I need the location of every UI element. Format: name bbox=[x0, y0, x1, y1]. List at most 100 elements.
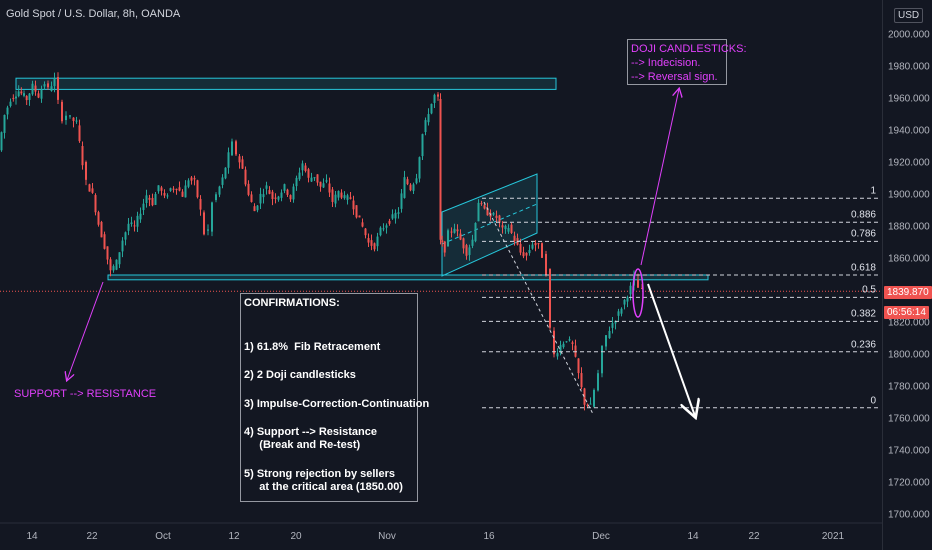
candle-body bbox=[501, 225, 504, 228]
candle-body bbox=[322, 183, 325, 188]
candle-body bbox=[364, 228, 367, 236]
candle-body bbox=[221, 177, 224, 185]
x-tick-label: Oct bbox=[155, 531, 171, 542]
candle-body bbox=[337, 190, 340, 198]
candle-body bbox=[400, 193, 403, 209]
y-tick-label: 1780.000 bbox=[888, 381, 930, 393]
candle-body bbox=[241, 159, 244, 169]
y-tick-label: 1860.000 bbox=[888, 253, 930, 265]
candle-body bbox=[620, 308, 623, 314]
candle-body bbox=[3, 114, 6, 133]
candle-body bbox=[256, 205, 259, 211]
candle-body bbox=[298, 172, 301, 180]
candle-body bbox=[418, 157, 421, 179]
y-tick-label: 1760.000 bbox=[888, 413, 930, 425]
y-tick-label: 1740.000 bbox=[888, 445, 930, 457]
candle-body bbox=[295, 177, 298, 187]
candle-body bbox=[184, 185, 187, 198]
candle-body bbox=[403, 177, 406, 198]
currency-label[interactable]: USD bbox=[894, 8, 924, 23]
candle-body bbox=[61, 101, 63, 122]
candle-body bbox=[534, 243, 537, 246]
candle-body bbox=[211, 202, 213, 232]
candle-body bbox=[40, 89, 43, 99]
candle-body bbox=[504, 225, 507, 230]
candle-body bbox=[349, 197, 352, 199]
candle-body bbox=[379, 227, 382, 236]
fib-level-label: 0.786 bbox=[850, 228, 876, 240]
candle-body bbox=[571, 342, 574, 344]
candle-body bbox=[166, 195, 169, 197]
candle-body bbox=[145, 195, 148, 203]
fib-level-label: 0.886 bbox=[850, 209, 876, 221]
candle-body bbox=[148, 197, 151, 200]
candle-body bbox=[169, 188, 172, 191]
candle-body bbox=[301, 163, 304, 171]
candle-body bbox=[331, 189, 334, 202]
candle-body bbox=[28, 93, 31, 100]
candle-body bbox=[439, 99, 442, 240]
candle-body bbox=[259, 193, 262, 204]
candle-body bbox=[437, 94, 439, 97]
candle-body bbox=[537, 243, 540, 245]
candle-body bbox=[307, 169, 310, 178]
x-tick-label: 2021 bbox=[821, 531, 845, 542]
doji-note-line2: --> Indecision. bbox=[631, 57, 701, 69]
confirmations-heading: CONFIRMATIONS: bbox=[244, 297, 340, 309]
parallel-channel bbox=[441, 173, 538, 277]
candle-body bbox=[608, 330, 611, 339]
candle-body bbox=[154, 194, 157, 205]
candle-body bbox=[629, 285, 632, 295]
candle-body bbox=[94, 195, 97, 213]
candle-body bbox=[553, 330, 555, 355]
candle-body bbox=[385, 225, 388, 228]
candle-body bbox=[340, 192, 343, 198]
candle-body bbox=[593, 389, 595, 407]
candle-body bbox=[289, 195, 292, 200]
candle-body bbox=[31, 83, 34, 95]
candle-body bbox=[528, 250, 531, 254]
candle-body bbox=[370, 240, 373, 246]
candle-body bbox=[181, 191, 184, 197]
candle-body bbox=[190, 177, 193, 181]
candle-body bbox=[75, 120, 78, 122]
candle-body bbox=[367, 238, 370, 243]
candle-body bbox=[498, 215, 501, 223]
x-tick-label: 14 bbox=[687, 531, 699, 542]
candle-body bbox=[218, 186, 221, 195]
candle-body bbox=[433, 94, 436, 103]
candle-body bbox=[358, 215, 361, 218]
candle-body bbox=[525, 252, 528, 256]
doji-arrow bbox=[640, 89, 679, 266]
doji-note: DOJI CANDLESTICKS: --> Indecision. --> R… bbox=[627, 39, 747, 85]
y-tick-label: 1700.000 bbox=[888, 509, 930, 521]
candle-body bbox=[545, 253, 547, 275]
candle-body bbox=[274, 197, 277, 199]
candle-body bbox=[409, 184, 412, 191]
doji-highlight-ellipse bbox=[632, 268, 644, 318]
candle-body bbox=[69, 115, 71, 117]
x-tick-label: 14 bbox=[26, 531, 38, 542]
candle-body bbox=[382, 228, 385, 230]
fib-level-label: 0.5 bbox=[862, 284, 876, 296]
confirmation-item: 3) Impulse-Correction-Continuation bbox=[244, 398, 430, 410]
candle-body bbox=[136, 215, 139, 227]
price-axis[interactable] bbox=[882, 0, 932, 550]
candle-body bbox=[115, 259, 118, 270]
candle-body bbox=[72, 117, 75, 121]
candle-body bbox=[157, 185, 160, 192]
candle-body bbox=[477, 202, 480, 222]
candle-body bbox=[483, 205, 486, 209]
support-resistance-arrow bbox=[67, 281, 104, 380]
candle-body bbox=[597, 373, 599, 391]
candle-body bbox=[20, 91, 23, 94]
candle-body bbox=[133, 225, 136, 227]
candle-body bbox=[568, 339, 571, 341]
candle-body bbox=[424, 120, 427, 133]
x-tick-label: Dec bbox=[592, 531, 610, 542]
candle-body bbox=[280, 192, 283, 198]
x-tick-label: Nov bbox=[378, 531, 396, 542]
candle-body bbox=[187, 180, 190, 187]
candle-body bbox=[328, 183, 331, 193]
